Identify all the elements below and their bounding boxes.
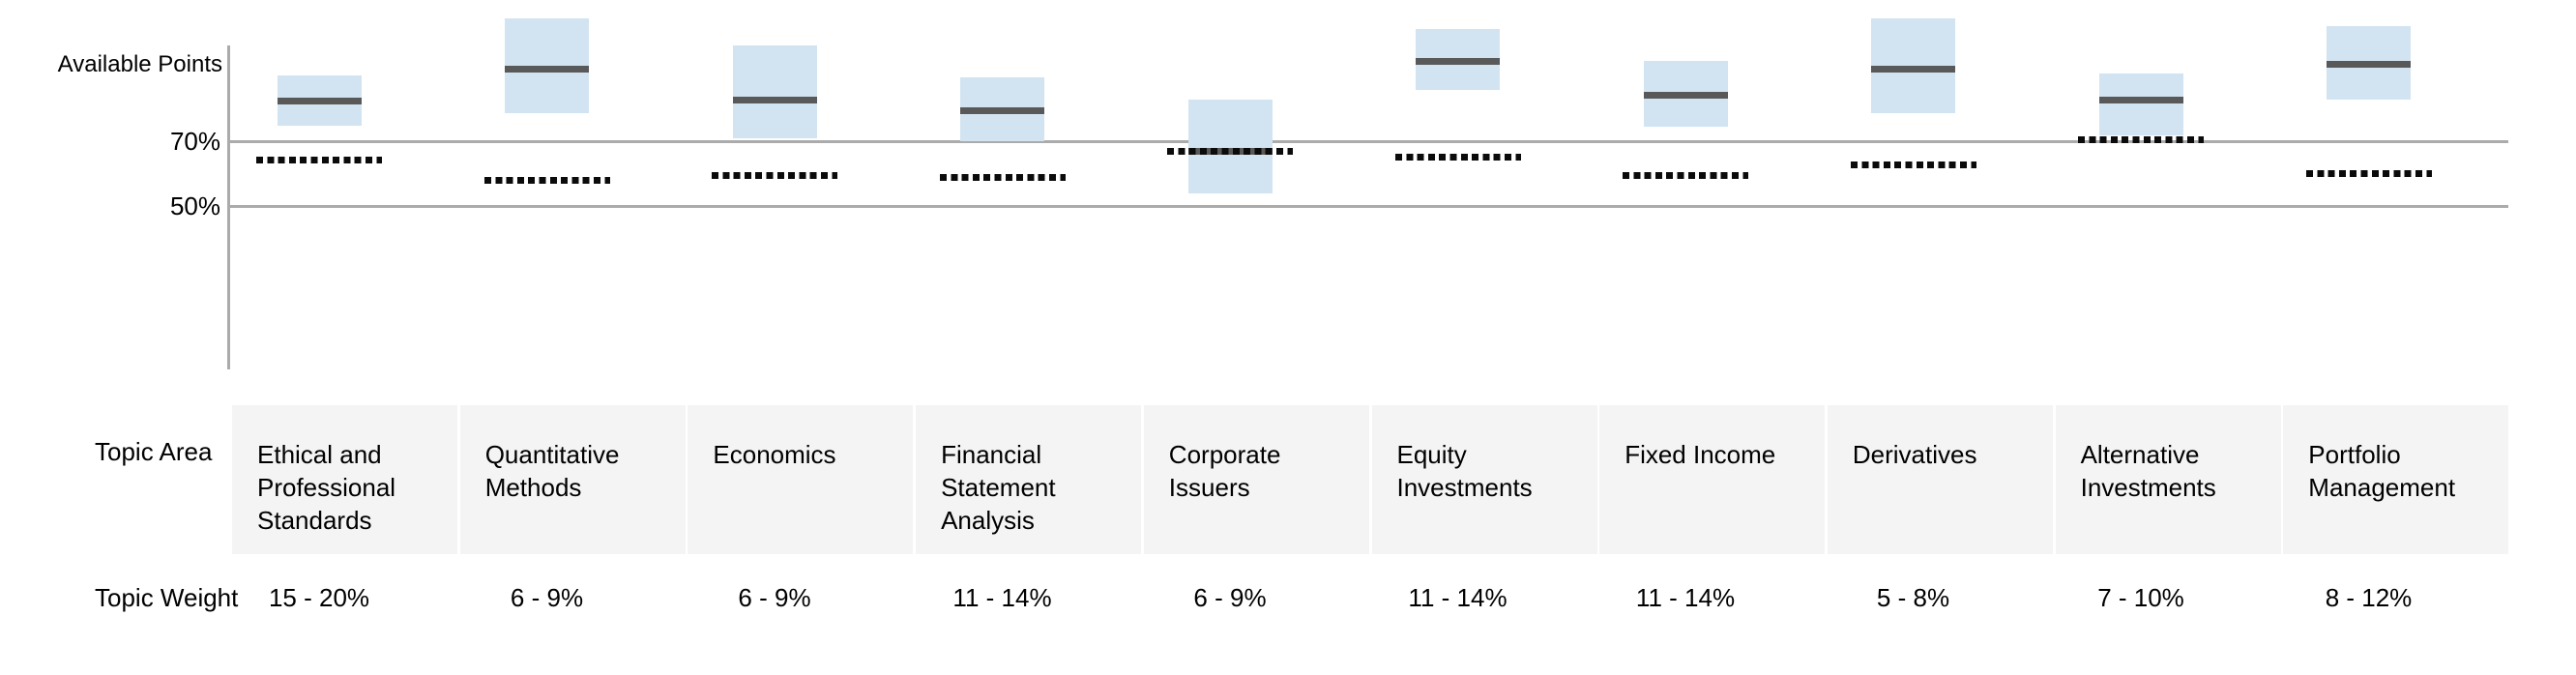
topic-weight-value: 5 - 8% [1876, 583, 1950, 612]
topic-score-line [1871, 66, 1955, 73]
topic-reference-dotted-line [712, 172, 837, 180]
topic-reference-dotted-line [1394, 153, 1521, 161]
topic-weight-value: 11 - 14% [1408, 583, 1508, 612]
topic-weight-value: 6 - 9% [1193, 583, 1267, 612]
topic-area-cell: Economics [688, 405, 914, 554]
topic-ci-box [505, 18, 589, 113]
topic-ci-box [1871, 18, 1955, 113]
topic-weight-row-label: Topic Weight [95, 583, 239, 612]
topic-reference-dotted-line [2078, 136, 2204, 144]
topic-score-line [960, 107, 1044, 115]
topic-area-cell: Derivatives [1827, 405, 2053, 554]
topic-area-cell: Equity Investments [1371, 405, 1597, 554]
topic-area-cell: Quantitative Methods [459, 405, 686, 554]
topic-area-cell: Alternative Investments [2055, 405, 2281, 554]
topic-reference-dotted-line [939, 174, 1066, 182]
y-axis-title: Available Points [57, 51, 222, 77]
topic-score-line [505, 66, 589, 73]
topic-weight-value: 11 - 14% [952, 583, 1052, 612]
topic-score-line [1416, 58, 1500, 66]
topic-weight-value: 6 - 9% [510, 583, 584, 612]
topic-weight-value: 11 - 14% [1635, 583, 1736, 612]
y-tick-label-50pct: 50% [169, 191, 220, 220]
topic-ci-box [2098, 73, 2183, 135]
topic-area-row-label: Topic Area [95, 437, 213, 466]
topic-area-cell: Fixed Income [1599, 405, 1826, 554]
topic-reference-dotted-line [2305, 169, 2432, 177]
topic-area-cell: Corporate Issuers [1143, 405, 1369, 554]
topic-reference-dotted-line [256, 156, 382, 163]
topic-weight-value: 8 - 12% [2325, 583, 2413, 612]
topic-weight-value: 15 - 20% [268, 583, 370, 612]
topic-score-line [732, 96, 817, 103]
topic-ci-box [1187, 100, 1273, 193]
y-tick-label-70pct: 70% [169, 127, 220, 156]
topic-reference-dotted-line [483, 177, 610, 185]
topic-reference-dotted-line [1850, 161, 1976, 168]
topic-score-line [277, 97, 362, 104]
gridline-70pct [228, 139, 2508, 143]
topic-score-line [1643, 91, 1728, 99]
topic-reference-dotted-line [1167, 147, 1293, 155]
topic-weight-value: 6 - 9% [738, 583, 811, 612]
topic-score-line [2327, 61, 2411, 69]
y-axis-line [227, 45, 230, 369]
gridline-50pct [228, 204, 2508, 208]
topic-reference-dotted-line [1623, 172, 1748, 180]
topic-area-cell: Ethical and Professional Standards [232, 405, 457, 554]
topic-score-line [2098, 96, 2183, 103]
topic-area-cell: Financial Statement Analysis [916, 405, 1142, 554]
topic-area-cell: Portfolio Management [2283, 405, 2509, 554]
topic-weight-value: 7 - 10% [2097, 583, 2184, 612]
topic-ci-box [732, 44, 817, 138]
